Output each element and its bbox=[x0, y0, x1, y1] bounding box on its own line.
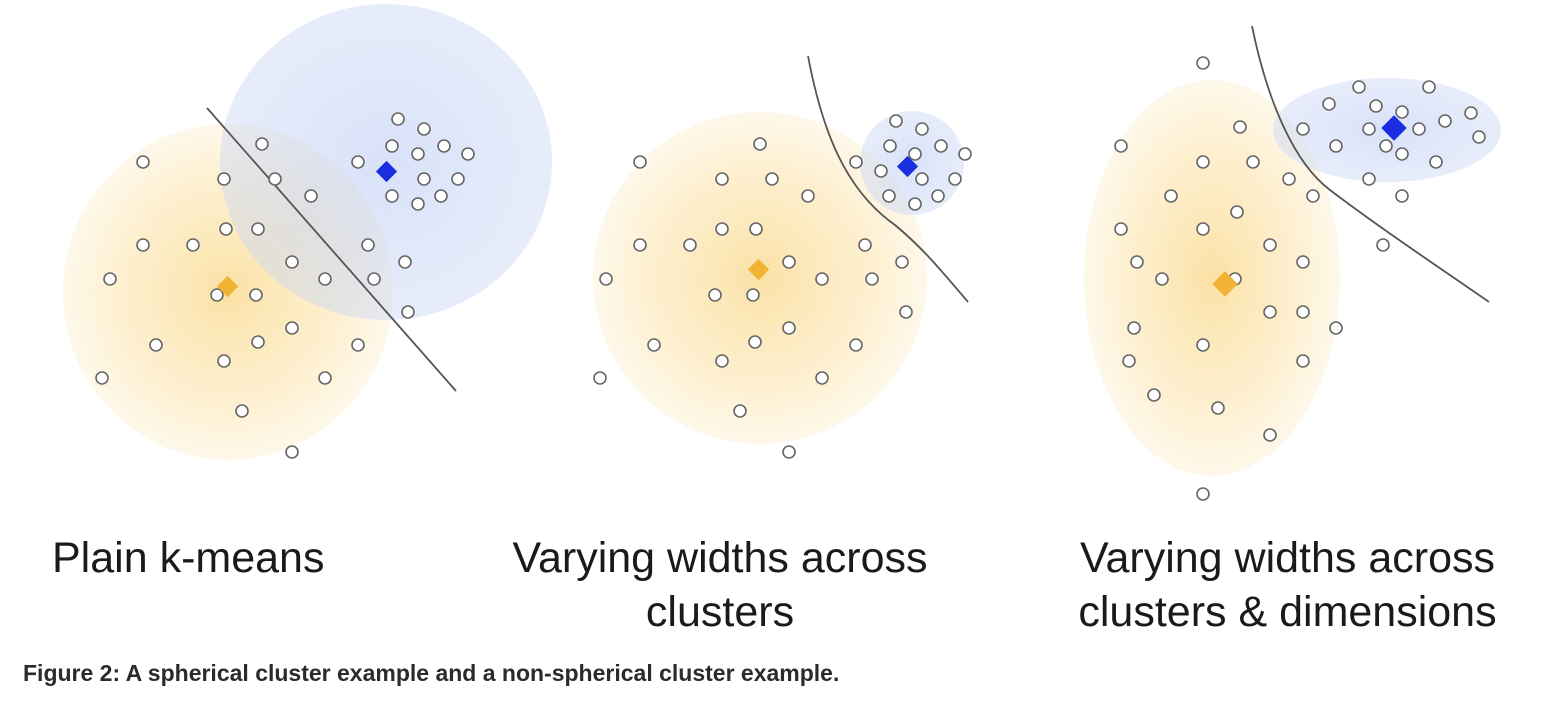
panel-label-varying-widths: Varying widths across clusters bbox=[470, 531, 970, 639]
label-line: Varying widths across bbox=[512, 534, 928, 582]
centroid-b bbox=[896, 155, 919, 178]
label-line: Plain k-means bbox=[52, 534, 325, 582]
cluster-a-region bbox=[1084, 80, 1340, 476]
panel-label-plain-kmeans: Plain k-means bbox=[52, 531, 324, 585]
figure-caption: Figure 2: A spherical cluster example an… bbox=[23, 660, 840, 686]
data-points bbox=[95, 112, 475, 459]
decision-boundary bbox=[807, 55, 969, 303]
label-line: clusters bbox=[645, 588, 795, 636]
decision-boundary bbox=[1251, 25, 1490, 303]
label-line: Varying widths across bbox=[1079, 534, 1496, 582]
panel-label-varying-widths-dimensions: Varying widths across clusters & dimensi… bbox=[1040, 531, 1535, 639]
centroid-a bbox=[747, 258, 770, 281]
panel-varying-widths bbox=[593, 55, 972, 459]
data-points bbox=[1114, 56, 1486, 501]
panel-plain-kmeans bbox=[63, 4, 552, 460]
label-line: clusters & dimensions bbox=[1078, 588, 1497, 636]
panel-varying-widths-dimensions bbox=[1084, 25, 1501, 501]
decision-boundary bbox=[206, 107, 457, 392]
data-points bbox=[593, 114, 972, 459]
